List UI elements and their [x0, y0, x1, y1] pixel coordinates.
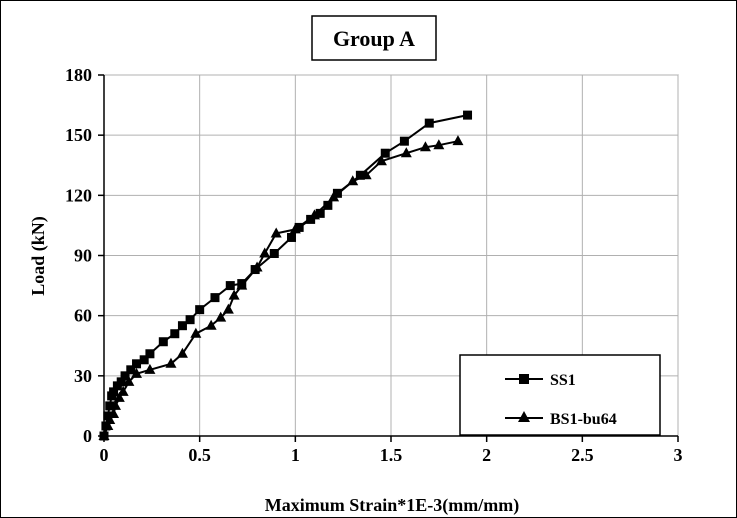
data-point-ss1 [103, 411, 113, 421]
data-point-ss1 [399, 136, 409, 146]
x-tick-label: 2.5 [571, 445, 594, 465]
data-point-ss1 [424, 118, 434, 128]
legend-label-bs1: BS1-bu64 [550, 411, 617, 428]
legend: SS1 BS1-bu64 [459, 354, 661, 436]
data-point-ss1 [225, 281, 235, 291]
data-point-bs1-bu64 [117, 385, 129, 396]
data-point-ss1 [210, 293, 220, 303]
y-tick-label: 120 [65, 185, 92, 205]
data-point-bs1-bu64 [131, 367, 143, 378]
data-point-bs1-bu64 [251, 261, 263, 272]
data-point-bs1-bu64 [433, 139, 445, 150]
data-point-bs1-bu64 [328, 191, 340, 202]
data-point-bs1-bu64 [113, 391, 125, 402]
legend-label-ss1: SS1 [550, 372, 576, 389]
x-tick-label: 3 [674, 445, 683, 465]
data-point-bs1-bu64 [123, 375, 135, 386]
x-axis-label: Maximum Strain*1E-3(mm/mm) [265, 495, 519, 516]
data-point-bs1-bu64 [400, 147, 412, 158]
data-point-bs1-bu64 [98, 430, 110, 440]
y-axis-label: Load (kN) [28, 216, 49, 296]
x-tick-label: 0 [100, 445, 109, 465]
data-point-bs1-bu64 [360, 169, 372, 180]
data-point-ss1 [315, 208, 325, 218]
data-point-bs1-bu64 [270, 227, 282, 238]
data-point-bs1-bu64 [104, 413, 116, 424]
data-point-bs1-bu64 [419, 141, 431, 152]
data-point-bs1-bu64 [222, 303, 234, 314]
data-point-bs1-bu64 [259, 247, 271, 258]
data-point-ss1 [195, 305, 205, 315]
data-point-ss1 [355, 170, 365, 180]
gridlines [104, 74, 679, 436]
legend-marker-ss1 [519, 374, 529, 384]
y-tick-label: 0 [83, 426, 92, 446]
series-layer [98, 110, 473, 441]
data-point-ss1 [380, 148, 390, 158]
legend-marker-bs1 [518, 411, 530, 422]
data-point-bs1-bu64 [109, 399, 121, 410]
data-point-ss1 [269, 248, 279, 258]
data-point-ss1 [132, 359, 142, 369]
data-point-ss1 [109, 387, 119, 397]
data-point-ss1 [185, 315, 195, 325]
data-point-ss1 [120, 371, 130, 381]
data-point-ss1 [116, 377, 126, 387]
data-point-ss1 [287, 232, 297, 242]
data-point-bs1-bu64 [289, 223, 301, 234]
axes [98, 74, 679, 442]
data-point-bs1-bu64 [375, 155, 387, 166]
data-point-bs1-bu64 [215, 311, 227, 322]
x-tick-label: 0.5 [188, 445, 211, 465]
data-point-bs1-bu64 [347, 175, 359, 186]
y-tick-label: 150 [65, 125, 92, 145]
data-point-bs1-bu64 [108, 407, 120, 418]
data-point-ss1 [139, 355, 149, 365]
chart-title: Group A [333, 26, 415, 51]
data-point-bs1-bu64 [144, 363, 156, 374]
data-point-ss1 [105, 401, 115, 411]
data-point-bs1-bu64 [190, 327, 202, 338]
data-point-ss1 [463, 110, 473, 120]
data-point-ss1 [323, 200, 333, 210]
y-tick-label: 90 [74, 246, 92, 266]
data-point-ss1 [177, 321, 187, 331]
legend-box [459, 354, 661, 436]
title-box [311, 15, 437, 61]
data-point-bs1-bu64 [308, 209, 320, 220]
x-tick-label: 1.5 [380, 445, 403, 465]
data-point-bs1-bu64 [452, 135, 464, 146]
data-point-bs1-bu64 [205, 319, 217, 330]
data-point-ss1 [145, 349, 155, 359]
data-point-bs1-bu64 [228, 289, 240, 300]
y-tick-label: 60 [74, 306, 92, 326]
y-tick-label: 30 [74, 366, 92, 386]
x-tick-label: 1 [291, 445, 300, 465]
data-point-ss1 [170, 329, 180, 339]
data-point-ss1 [158, 337, 168, 347]
data-point-bs1-bu64 [102, 419, 114, 430]
data-point-bs1-bu64 [176, 347, 188, 358]
data-point-bs1-bu64 [165, 357, 177, 368]
data-point-ss1 [126, 365, 136, 375]
y-tick-label: 180 [65, 65, 92, 85]
x-tick-label: 2 [482, 445, 491, 465]
data-point-bs1-bu64 [236, 279, 248, 290]
